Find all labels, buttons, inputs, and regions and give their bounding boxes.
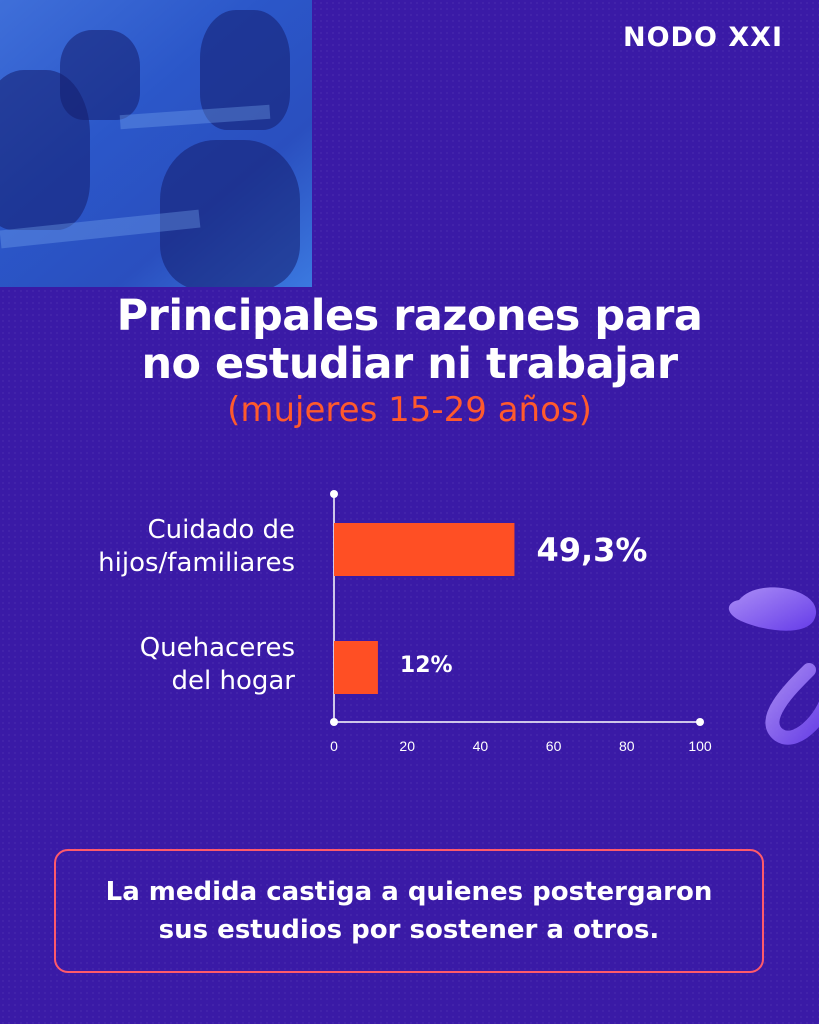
x-axis-end-dot	[696, 718, 704, 726]
category-label-1-line2: del hogar	[171, 666, 296, 696]
category-label-1: Quehaceres del hogar	[140, 632, 295, 698]
bar-1	[334, 641, 378, 694]
x-tick-label-5: 100	[688, 738, 712, 754]
category-label-1-line1: Quehaceres	[139, 633, 295, 663]
brand-logo: NODO XXI	[623, 22, 783, 53]
classroom-photo	[0, 0, 312, 287]
category-label-0-line1: Cuidado de	[147, 515, 295, 545]
callout-box: La medida castiga a quienes postergaron …	[54, 849, 764, 973]
page-title: Principales razones para no estudiar ni …	[0, 292, 819, 388]
decorative-ribbon	[728, 587, 819, 745]
callout-line-2: sus estudios por sostener a otros.	[158, 915, 660, 945]
value-label-1: 12%	[399, 653, 453, 678]
callout-line-1: La medida castiga a quienes postergaron	[105, 877, 713, 907]
x-tick-label-0: 0	[330, 738, 338, 754]
title-line-2: no estudiar ni trabajar	[141, 339, 678, 389]
category-label-0: Cuidado de hijos/familiares	[98, 514, 295, 580]
x-tick-label-1: 20	[399, 738, 415, 754]
category-label-0-line2: hijos/familiares	[98, 548, 295, 578]
x-tick-label-4: 80	[619, 738, 635, 754]
value-label-0: 49,3%	[536, 531, 648, 569]
x-tick-label-3: 60	[546, 738, 562, 754]
bar-0	[334, 523, 515, 576]
page-subtitle: (mujeres 15-29 años)	[227, 390, 592, 430]
title-line-1: Principales razones para	[116, 291, 703, 341]
y-axis-end-dot	[330, 490, 338, 498]
axis-origin-dot	[330, 718, 338, 726]
x-tick-label-2: 40	[473, 738, 489, 754]
